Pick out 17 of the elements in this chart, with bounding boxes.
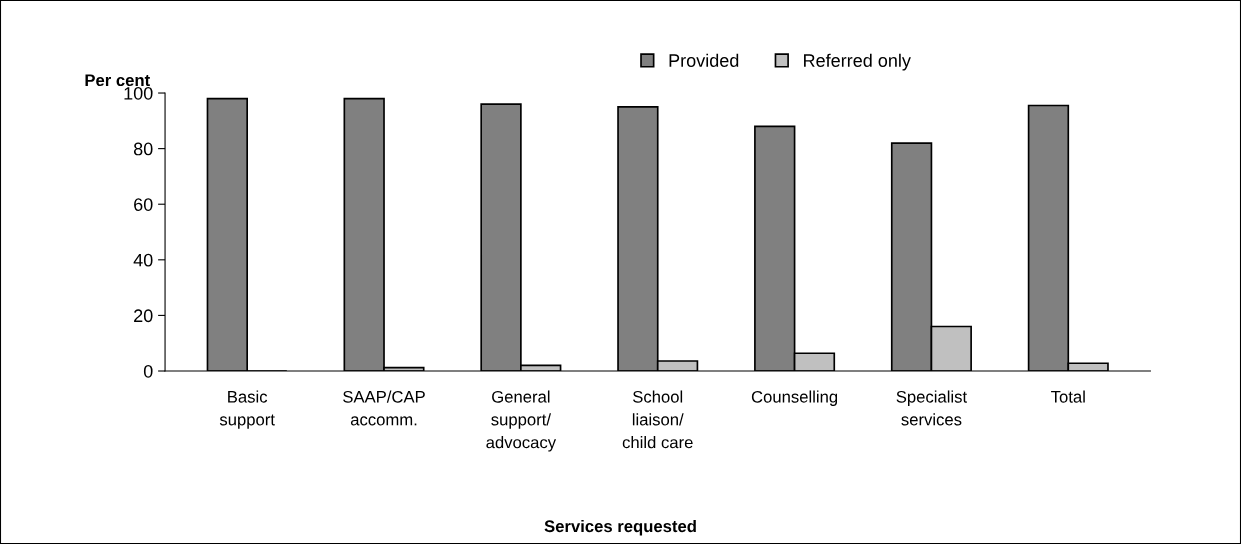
x-tick-label: Counselling — [751, 390, 838, 406]
y-tick-label: 100 — [124, 86, 153, 100]
x-tick-label: Total — [1051, 390, 1085, 403]
legend-label: Provided — [669, 53, 739, 67]
legend-label: Referred only — [804, 53, 911, 71]
x-tick-label: School liaison/ child care — [622, 390, 693, 449]
y-tick-label: 40 — [133, 253, 153, 267]
x-axis-title: Services requested — [544, 519, 696, 536]
x-tick-label: Specialist services — [896, 390, 967, 426]
y-tick-label: 60 — [134, 198, 153, 211]
y-tick-label: 80 — [133, 142, 153, 156]
x-tick-label: Basic support — [219, 390, 275, 429]
x-tick-label: General support/ advocacy — [486, 390, 557, 452]
y-tick-label: 20 — [134, 309, 153, 323]
x-tick-label: SAAP/CAP accomm. — [343, 390, 425, 426]
y-axis-title: Per cent — [85, 74, 150, 87]
y-tick-label: 0 — [143, 364, 153, 378]
